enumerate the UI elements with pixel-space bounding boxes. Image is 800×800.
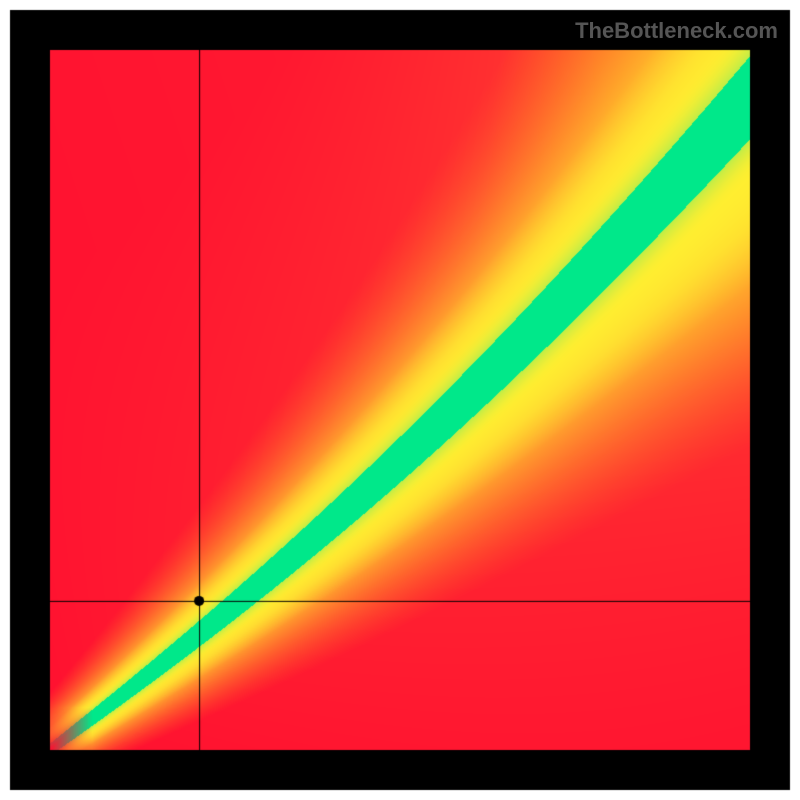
chart-container: TheBottleneck.com [0,0,800,800]
bottleneck-heatmap-canvas [0,0,800,800]
